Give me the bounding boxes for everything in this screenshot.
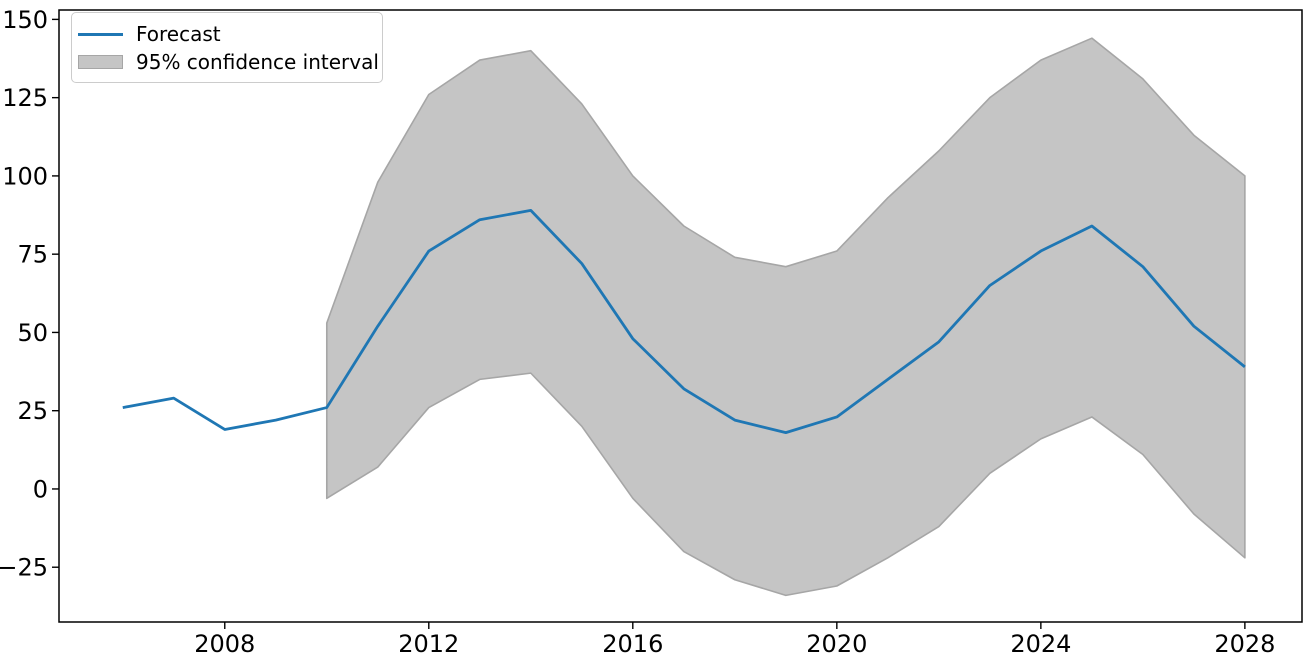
y-tick-label-0: 0 [33,475,48,503]
y-tick-label-150: 150 [2,6,48,34]
legend-item-confidence-interval: 95% confidence interval [77,48,379,76]
x-tick-label-2028: 2028 [1214,630,1275,658]
legend-swatch-holder [78,55,123,69]
legend-item-forecast: Forecast [77,20,374,48]
legend: Forecast 95% confidence interval [71,12,383,83]
x-tick-label-2016: 2016 [602,630,663,658]
plot-border [58,9,1303,623]
y-tick-label-100: 100 [2,162,48,190]
confidence-band [325,37,1246,597]
y-tick-label-75: 75 [17,241,48,269]
x-tick-label-2020: 2020 [806,630,867,658]
legend-swatch-holder [78,32,123,36]
legend-label-forecast: Forecast [136,22,221,46]
x-tick-label-2008: 2008 [194,630,255,658]
x-tick-label-2024: 2024 [1010,630,1071,658]
y-tick-label-125: 125 [2,84,48,112]
forecast-line-swatch-icon [78,32,123,36]
legend-label-confidence-interval: 95% confidence interval [136,50,379,74]
forecast-line [122,208,1246,435]
confidence-band-swatch-icon [78,55,123,69]
y-tick-label-50: 50 [17,319,48,347]
y-tick-label-25: 25 [17,397,48,425]
y-tick-label--25: −25 [0,554,48,582]
x-tick-label-2012: 2012 [398,630,459,658]
